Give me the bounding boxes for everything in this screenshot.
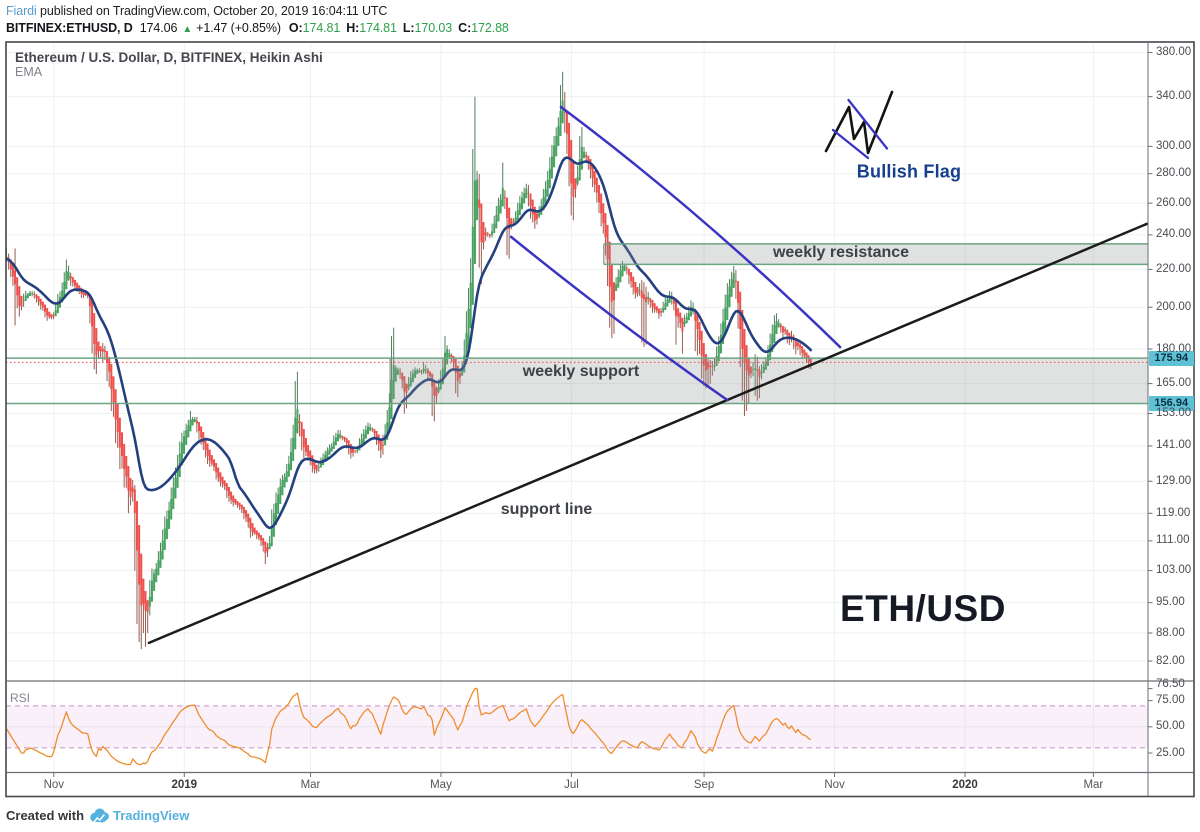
price-tick-label: 103.00 [1156,564,1192,577]
byline-author-link[interactable]: Fiardi [6,4,37,18]
up-arrow-icon: ▲ [182,23,193,35]
rsi-tick-label: 50.00 [1156,720,1185,733]
symbol-name[interactable]: BITFINEX:ETHUSD, D [6,20,133,35]
ema-line[interactable] [5,156,813,530]
time-tick-label: Mar [1083,779,1104,791]
tradingview-brand-link[interactable]: TradingView [113,808,190,823]
price-tick-label: 82.00 [1156,654,1185,667]
symbol-info-bar: BITFINEX:ETHUSD, D 174.06 ▲ +1.47 (+0.85… [6,21,515,35]
open-label: O: [288,20,303,35]
close-value: 172.88 [471,20,509,35]
zone-weekly-support[interactable] [6,357,1148,405]
gridlines [6,42,1148,773]
time-tick-label: 2020 [952,779,978,791]
close-label: C: [458,20,472,35]
price-tick-label: 280.00 [1156,167,1192,180]
open-value: 174.81 [302,20,341,35]
ema-indicator-label[interactable]: EMA [15,65,43,79]
price-tick-label: 153.00 [1156,407,1192,420]
rsi-line[interactable] [5,687,812,766]
price-tick-label: 180.00 [1156,342,1192,355]
price-flag-175.94[interactable]: 175.94 [1148,350,1194,366]
trendline-wedge-lower[interactable] [509,235,729,402]
high-value: 174.81 [359,20,397,35]
annotation-weekly-support[interactable]: weekly support [522,362,640,380]
tradingview-logo-icon[interactable] [89,808,112,823]
price-tick-label: 129.00 [1156,474,1192,487]
price-tick-label: 76.50 [1156,677,1185,690]
time-tick-label: Nov [824,779,845,791]
price-change: +1.47 (+0.85%) [196,20,281,35]
last-price: 174.06 [139,20,178,35]
price-tick-label: 141.00 [1156,439,1192,452]
price-tick-label: 111.00 [1156,534,1190,547]
price-tick-label: 300.00 [1156,139,1192,152]
created-with-text: Created with [6,808,85,823]
annotation-weekly-resistance[interactable]: weekly resistance [772,244,910,261]
price-tick-label: 95.00 [1156,596,1185,609]
price-tick-label: 200.00 [1156,300,1192,313]
annotation-bullish-flag[interactable]: Bullish Flag [856,161,962,182]
zone-weekly-resistance[interactable] [603,243,1148,266]
price-tick-label: 260.00 [1156,196,1192,209]
byline-text: published on TradingView.com, October 20… [36,4,388,18]
price-tick-label: 165.00 [1156,377,1192,390]
rsi-indicator-label[interactable]: RSI [10,691,31,705]
price-tick-label: 240.00 [1156,228,1192,241]
price-tick-label: 340.00 [1156,90,1192,103]
annotation-support-line[interactable]: support line [500,500,593,518]
price-tick-label: 119.00 [1156,506,1191,519]
trendline-wedge-upper[interactable] [559,105,842,349]
high-label: H: [346,20,360,35]
chart-title[interactable]: Ethereum / U.S. Dollar, D, BITFINEX, Hei… [15,49,323,65]
price-tick-label: 380.00 [1156,46,1192,59]
trendline-support-line[interactable] [147,222,1149,645]
rsi-tick-label: 25.00 [1156,746,1185,759]
low-label: L: [402,20,415,35]
price-tick-label: 88.00 [1156,626,1185,639]
time-tick-label: 2019 [171,779,198,791]
chart-frame [5,41,1195,798]
time-tick-label: Jul [564,779,579,791]
time-tick-label: Sep [693,779,715,791]
time-tick-label: Mar [300,779,321,791]
time-tick-label: May [430,779,452,791]
pair-watermark: ETH/USD [840,588,1006,629]
rsi-tick-label: 75.00 [1156,694,1185,707]
footer: Created with TradingView [6,808,189,823]
low-value: 170.03 [414,20,453,35]
price-tick-label: 220.00 [1156,262,1192,275]
time-tick-label: Nov [43,779,65,791]
bull-flag-sketch[interactable] [824,90,894,160]
price-flag-156.94[interactable]: 156.94 [1148,395,1194,411]
byline: Fiardi published on TradingView.com, Oct… [6,4,387,18]
